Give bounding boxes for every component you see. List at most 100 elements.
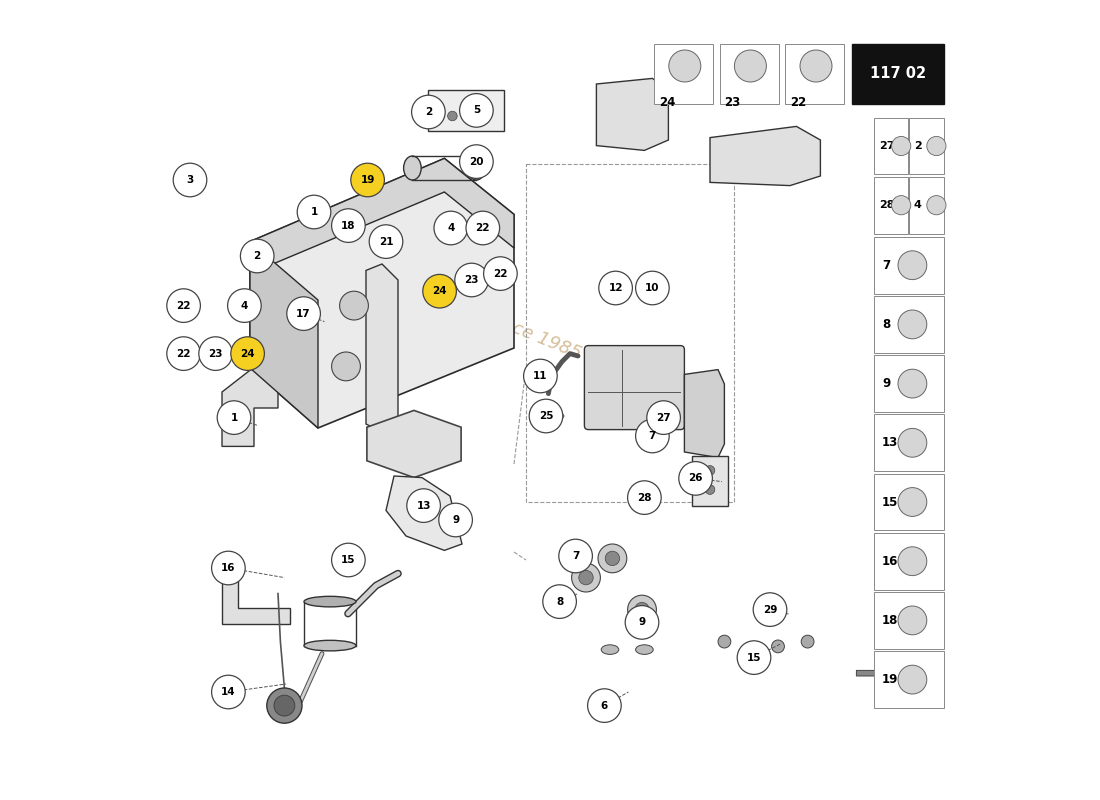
FancyBboxPatch shape	[874, 355, 945, 412]
Circle shape	[579, 570, 593, 585]
Circle shape	[605, 551, 619, 566]
Text: 2: 2	[425, 107, 432, 117]
FancyBboxPatch shape	[874, 651, 945, 708]
FancyBboxPatch shape	[785, 44, 845, 104]
Text: 18: 18	[341, 221, 355, 230]
Circle shape	[737, 641, 771, 674]
Polygon shape	[222, 368, 278, 446]
Polygon shape	[250, 158, 514, 428]
Text: 4: 4	[241, 301, 249, 310]
Circle shape	[422, 274, 456, 308]
Circle shape	[718, 635, 730, 648]
Circle shape	[705, 485, 715, 494]
Text: 117 02: 117 02	[870, 66, 926, 82]
Text: 27: 27	[879, 141, 894, 151]
Circle shape	[297, 195, 331, 229]
Text: 23: 23	[208, 349, 223, 358]
Circle shape	[636, 271, 669, 305]
Text: 22: 22	[176, 349, 191, 358]
Text: 7: 7	[572, 551, 580, 561]
Circle shape	[434, 211, 468, 245]
Circle shape	[587, 689, 621, 722]
Text: 15: 15	[341, 555, 355, 565]
Circle shape	[669, 50, 701, 82]
FancyBboxPatch shape	[719, 44, 779, 104]
Circle shape	[927, 196, 946, 215]
Circle shape	[801, 635, 814, 648]
Circle shape	[211, 551, 245, 585]
Circle shape	[484, 257, 517, 290]
Circle shape	[331, 209, 365, 242]
Text: 13: 13	[416, 501, 431, 510]
Circle shape	[735, 50, 767, 82]
Text: 6: 6	[601, 701, 608, 710]
Circle shape	[460, 145, 493, 178]
Text: 20: 20	[469, 157, 484, 166]
Ellipse shape	[468, 156, 485, 180]
Text: 25: 25	[539, 411, 553, 421]
Circle shape	[898, 251, 927, 280]
Circle shape	[542, 585, 576, 618]
Text: 24: 24	[659, 96, 675, 109]
Text: 22: 22	[475, 223, 491, 233]
Circle shape	[167, 289, 200, 322]
Text: 16: 16	[221, 563, 235, 573]
Text: 18: 18	[882, 614, 899, 627]
FancyBboxPatch shape	[874, 533, 945, 590]
Circle shape	[331, 543, 365, 577]
FancyBboxPatch shape	[874, 177, 909, 234]
Circle shape	[598, 544, 627, 573]
Polygon shape	[250, 242, 318, 428]
Circle shape	[679, 462, 713, 495]
FancyBboxPatch shape	[910, 118, 944, 174]
Text: 4: 4	[914, 200, 922, 210]
Text: 14: 14	[221, 687, 235, 697]
Circle shape	[635, 602, 649, 617]
Circle shape	[892, 196, 911, 215]
Circle shape	[199, 337, 232, 370]
Text: 1: 1	[230, 413, 238, 422]
Polygon shape	[366, 264, 398, 432]
Circle shape	[898, 310, 927, 339]
Circle shape	[411, 95, 446, 129]
Text: 8: 8	[556, 597, 563, 606]
Circle shape	[598, 271, 632, 305]
Circle shape	[466, 211, 499, 245]
Text: 10: 10	[645, 283, 660, 293]
Circle shape	[287, 297, 320, 330]
Circle shape	[927, 137, 946, 156]
Circle shape	[448, 111, 458, 121]
Circle shape	[892, 137, 911, 156]
Text: 3: 3	[186, 175, 194, 185]
Polygon shape	[386, 476, 462, 550]
Circle shape	[173, 163, 207, 197]
Polygon shape	[710, 126, 821, 186]
Circle shape	[231, 337, 264, 370]
Text: 26: 26	[689, 474, 703, 483]
FancyBboxPatch shape	[874, 296, 945, 353]
Text: 16: 16	[882, 554, 899, 568]
Text: 2: 2	[254, 251, 261, 261]
Polygon shape	[250, 158, 514, 274]
Polygon shape	[684, 370, 725, 458]
Text: 19: 19	[882, 673, 899, 686]
Polygon shape	[857, 670, 921, 690]
FancyBboxPatch shape	[874, 118, 909, 174]
Text: 24: 24	[240, 349, 255, 358]
Polygon shape	[222, 572, 290, 624]
Text: 7: 7	[649, 431, 656, 441]
Text: 12: 12	[608, 283, 623, 293]
Circle shape	[439, 503, 472, 537]
Ellipse shape	[404, 156, 421, 180]
Circle shape	[898, 370, 927, 398]
Text: 13: 13	[882, 436, 899, 450]
Circle shape	[241, 239, 274, 273]
Text: 23: 23	[725, 96, 740, 109]
Text: a passion for parts since 1985: a passion for parts since 1985	[324, 245, 583, 363]
Circle shape	[625, 606, 659, 639]
FancyBboxPatch shape	[584, 346, 684, 430]
Ellipse shape	[636, 645, 653, 654]
Text: 28: 28	[879, 200, 894, 210]
Circle shape	[800, 50, 832, 82]
Circle shape	[211, 675, 245, 709]
